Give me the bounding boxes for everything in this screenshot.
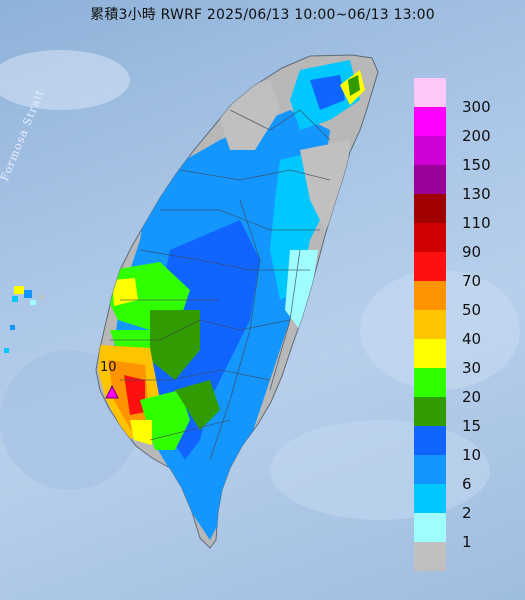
legend-label: 2	[462, 504, 472, 522]
legend-label: 15	[462, 417, 482, 435]
legend-swatch	[414, 484, 446, 513]
legend-label: 50	[462, 301, 482, 319]
legend-label: 6	[462, 475, 472, 493]
radar-speckle	[4, 286, 44, 353]
legend-label: 90	[462, 243, 482, 261]
legend-label: 20	[462, 388, 482, 406]
legend-swatch	[414, 426, 446, 455]
station-marker-icon	[105, 384, 119, 399]
legend-swatch	[414, 542, 446, 571]
legend-label: 110	[462, 214, 491, 232]
legend-label: 70	[462, 272, 482, 290]
legend-swatch	[414, 281, 446, 310]
legend-label: 10	[462, 446, 482, 464]
legend-swatch	[414, 252, 446, 281]
station-label: 10	[100, 360, 117, 375]
legend-label: 30	[462, 359, 482, 377]
legend-swatch	[414, 310, 446, 339]
legend-label: 40	[462, 330, 482, 348]
legend-swatch	[414, 194, 446, 223]
legend-swatch	[414, 513, 446, 542]
county-boundaries	[110, 109, 331, 461]
legend-swatch	[414, 165, 446, 194]
legend-swatch	[414, 136, 446, 165]
legend-label: 150	[462, 156, 491, 174]
legend-label: 200	[462, 127, 491, 145]
legend-label: 130	[462, 185, 491, 203]
legend-swatch	[414, 107, 446, 136]
legend-swatch	[414, 455, 446, 484]
legend-label: 300	[462, 98, 491, 116]
legend-swatch	[414, 78, 446, 107]
legend-swatch	[414, 339, 446, 368]
legend-swatch	[414, 397, 446, 426]
legend-swatch	[414, 223, 446, 252]
legend-label: 1	[462, 533, 472, 551]
map-title: 累積3小時 RWRF 2025/06/13 10:00~06/13 13:00	[90, 7, 435, 23]
legend-swatch	[414, 368, 446, 397]
